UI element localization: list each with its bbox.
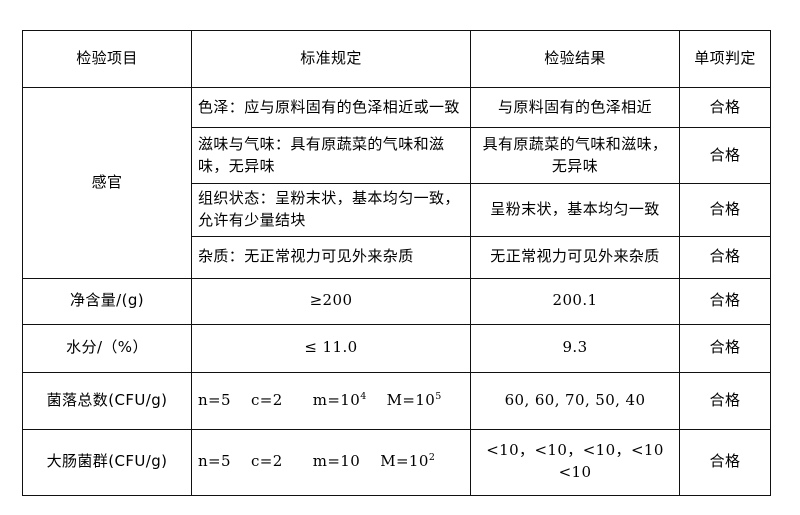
table-row-sensory-taste: 滋味与气味：具有原蔬菜的气味和滋味，无异味 具有原蔬菜的气味和滋味，无异味 合格	[23, 127, 771, 184]
cell-label-moisture: 水分/（%）	[22, 323, 192, 373]
cell-standard-sensory-impurity: 杂质：无正常视力可见外来杂质	[191, 235, 471, 279]
cell-result-sensory-color: 与原料固有的色泽相近	[470, 87, 680, 128]
cell-result-sensory-texture: 呈粉末状，基本均匀一致	[470, 183, 680, 237]
header-cell-item: 检验项目	[22, 30, 192, 88]
plate-count-spec-M: M=10	[386, 390, 436, 409]
cell-judgement-sensory-impurity: 合格	[679, 235, 771, 279]
cell-judgement-plate-count: 合格	[679, 371, 771, 430]
cell-standard-net-content: ≥200	[191, 277, 471, 325]
coliform-result-line-1: <10，<10，<10，<10	[486, 441, 664, 460]
table-row-sensory-texture: 组织状态：呈粉末状，基本均匀一致，允许有少量结块 呈粉末状，基本均匀一致 合格	[23, 183, 771, 237]
cell-result-coliform: <10，<10，<10，<10 <10	[470, 428, 680, 496]
header-cell-standard: 标准规定	[191, 30, 471, 88]
header-cell-judgement: 单项判定	[679, 30, 771, 88]
cell-standard-coliform: n=5 c=2 m=10 M=102	[191, 428, 471, 496]
cell-judgement-net-content: 合格	[679, 277, 771, 325]
cell-judgement-moisture: 合格	[679, 323, 771, 373]
cell-result-plate-count: 60, 60, 70, 50, 40	[470, 371, 680, 430]
cell-judgement-sensory-color: 合格	[679, 87, 771, 128]
table-row-net-content: 净含量/(g) ≥200 200.1 合格	[22, 277, 771, 325]
cell-judgement-sensory-texture: 合格	[679, 183, 771, 237]
cell-standard-plate-count: n=5 c=2 m=104 M=105	[191, 371, 471, 430]
cell-result-net-content: 200.1	[470, 277, 680, 325]
cell-sensory-label: 感官	[22, 87, 192, 279]
cell-result-moisture: 9.3	[470, 323, 680, 373]
table-row-plate-count: 菌落总数(CFU/g) n=5 c=2 m=104 M=105 60, 60, 70,…	[22, 371, 771, 430]
table-row-coliform: 大肠菌群(CFU/g) n=5 c=2 m=10 M=102 <10，<10，<10，…	[22, 428, 771, 496]
cell-standard-sensory-color: 色泽：应与原料固有的色泽相近或一致	[191, 87, 471, 128]
plate-count-spec-c: c=2	[250, 390, 283, 409]
coliform-result-line-2: <10	[558, 463, 592, 481]
cell-standard-sensory-taste: 滋味与气味：具有原蔬菜的气味和滋味，无异味	[191, 127, 471, 184]
cell-standard-sensory-texture: 组织状态：呈粉末状，基本均匀一致，允许有少量结块	[191, 183, 471, 237]
header-cell-result: 检验结果	[470, 30, 680, 88]
cell-label-net-content: 净含量/(g)	[22, 277, 192, 325]
cell-label-plate-count: 菌落总数(CFU/g)	[22, 371, 192, 430]
coliform-spec-c: c=2	[250, 452, 283, 471]
cell-label-coliform: 大肠菌群(CFU/g)	[22, 428, 192, 496]
cell-judgement-coliform: 合格	[679, 428, 771, 496]
coliform-spec-M: M=10	[380, 452, 429, 471]
plate-count-spec-m-exponent: 4	[360, 390, 367, 402]
coliform-spec-n: n=5	[198, 452, 231, 471]
coliform-spec-m: m=10	[312, 452, 361, 471]
plate-count-spec-n: n=5	[198, 390, 231, 409]
coliform-spec-M-exponent: 2	[428, 452, 436, 464]
table-header-row: 检验项目 标准规定 检验结果 单项判定	[22, 30, 771, 88]
cell-result-sensory-taste: 具有原蔬菜的气味和滋味，无异味	[470, 127, 680, 184]
cell-standard-moisture: ≤ 11.0	[191, 323, 471, 373]
cell-judgement-sensory-taste: 合格	[679, 127, 771, 184]
inspection-report-table: 检验项目 标准规定 检验结果 单项判定 感官 色泽：应与原料固有的色泽相近或一致…	[22, 30, 771, 496]
table-row-moisture: 水分/（%） ≤ 11.0 9.3 合格	[22, 323, 771, 373]
table-row-sensory-color: 感官 色泽：应与原料固有的色泽相近或一致 与原料固有的色泽相近 合格	[22, 87, 771, 279]
plate-count-spec-m: m=10	[312, 390, 361, 409]
table-row-sensory-impurity: 杂质：无正常视力可见外来杂质 无正常视力可见外来杂质 合格	[23, 235, 771, 279]
plate-count-spec-M-exponent: 5	[435, 390, 442, 402]
cell-result-sensory-impurity: 无正常视力可见外来杂质	[470, 235, 680, 279]
